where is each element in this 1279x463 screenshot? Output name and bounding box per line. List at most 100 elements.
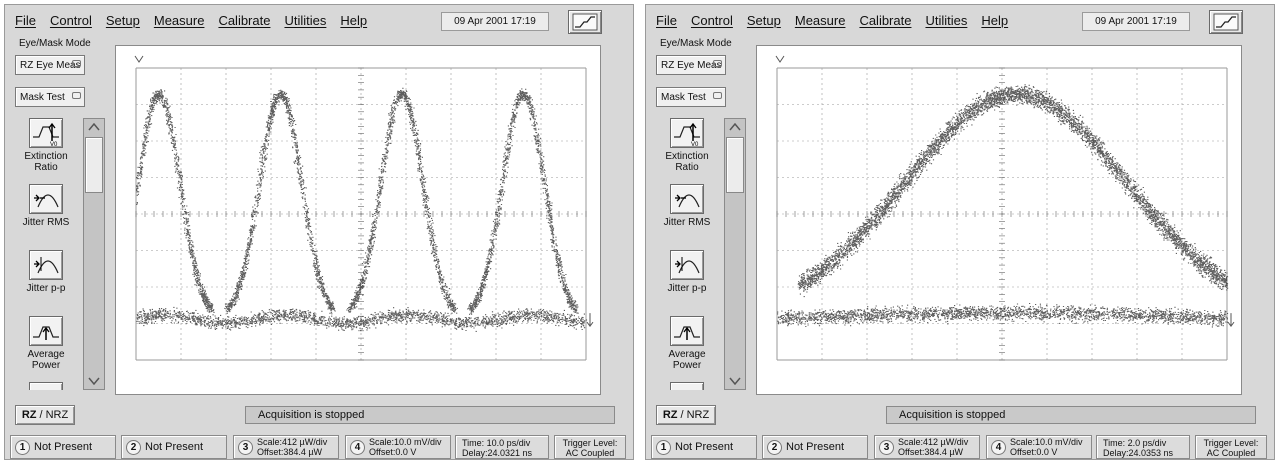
average-power-icon xyxy=(670,316,704,346)
ground-marker-icon xyxy=(1227,313,1235,327)
partial-tool-glyph xyxy=(30,383,62,390)
channel-2-box[interactable]: 2 Not Present xyxy=(762,435,868,459)
extinction-ratio-button[interactable]: V0 Extinction Ratio xyxy=(656,118,718,184)
rz-nrz-toggle[interactable]: RZ / NRZ xyxy=(15,405,75,425)
channel-1-box[interactable]: 1 Not Present xyxy=(651,435,757,459)
tool-label: Average Power xyxy=(27,349,65,371)
partial-tool-icon xyxy=(670,382,704,390)
date-time-display: 09 Apr 2001 17:19 xyxy=(441,12,549,31)
channel-number-icon: 4 xyxy=(991,439,1006,455)
eye-trace-samples xyxy=(777,84,1229,328)
trigger-marker-icon xyxy=(775,55,785,63)
menu-calibrate[interactable]: Calibrate xyxy=(218,12,271,28)
channel-3-scale: Scale:412 µW/div xyxy=(898,437,969,447)
channel-4-scale: Scale:10.0 mV/div xyxy=(1010,437,1083,447)
channel-number-icon: 1 xyxy=(656,439,671,455)
timebase-box[interactable]: Time: 2.0 ps/div Delay:24.0353 ns xyxy=(1096,435,1190,459)
extinction-ratio-button[interactable]: V0 Extinction Ratio xyxy=(15,118,77,184)
menu-file[interactable]: File xyxy=(15,12,36,28)
scope-waveform-button[interactable] xyxy=(1209,10,1243,34)
menu-help[interactable]: Help xyxy=(981,12,1009,28)
menu-measure[interactable]: Measure xyxy=(794,12,846,28)
menu-calibrate[interactable]: Calibrate xyxy=(859,12,912,28)
menu-bar: File Control Setup Measure Calibrate Uti… xyxy=(646,5,1274,35)
channel-1-status: Not Present xyxy=(675,441,734,453)
scroll-up-arrow-icon[interactable] xyxy=(85,120,103,134)
menu-file[interactable]: File xyxy=(656,12,677,28)
timebase-box[interactable]: Time: 10.0 ps/div Delay:24.0321 ns xyxy=(455,435,549,459)
timebase-delay: Delay:24.0321 ns xyxy=(462,448,533,458)
channel-3-scale: Scale:412 µW/div xyxy=(257,437,328,447)
menu-utilities[interactable]: Utilities xyxy=(925,12,968,28)
toolbar-scrollbar[interactable] xyxy=(724,118,746,390)
menu-control[interactable]: Control xyxy=(690,12,733,28)
scroll-thumb[interactable] xyxy=(726,137,744,193)
menu-help[interactable]: Help xyxy=(340,12,368,28)
channel-number-icon: 3 xyxy=(238,439,253,455)
average-power-button[interactable]: Average Power xyxy=(15,316,77,382)
channel-4-box[interactable]: 4 Scale:10.0 mV/div Offset:0.0 V xyxy=(345,435,451,459)
menu-measure[interactable]: Measure xyxy=(153,12,205,28)
jitter-rms-button[interactable]: Jitter RMS xyxy=(656,184,718,250)
mask-test-select[interactable]: Mask Test xyxy=(656,87,726,107)
tool-label: Jitter RMS xyxy=(22,217,70,228)
measurement-select[interactable]: RZ Eye Meas xyxy=(15,55,85,75)
tool-label: Jitter p-p xyxy=(667,283,707,294)
partial-tool-icon xyxy=(29,382,63,390)
trigger-box[interactable]: Trigger Level: AC Coupled xyxy=(1195,435,1267,459)
jitter-pp-icon xyxy=(670,250,704,280)
trigger-level-label: Trigger Level: xyxy=(562,438,618,448)
channel-4-offset: Offset:0.0 V xyxy=(369,447,417,457)
measurement-select[interactable]: RZ Eye Meas xyxy=(656,55,726,75)
mask-test-select[interactable]: Mask Test xyxy=(15,87,85,107)
channel-1-box[interactable]: 1 Not Present xyxy=(10,435,116,459)
toolbar-scrollbar[interactable] xyxy=(83,118,105,390)
rz-label: RZ xyxy=(662,409,678,421)
trigger-box[interactable]: Trigger Level: AC Coupled xyxy=(554,435,626,459)
jitter-rms-glyph xyxy=(675,194,700,208)
scroll-down-arrow-icon[interactable] xyxy=(726,374,744,388)
mode-label: Eye/Mask Mode xyxy=(19,38,91,49)
channel-1-status: Not Present xyxy=(34,441,93,453)
eye-diagram-plot xyxy=(775,55,1235,361)
jitter-pp-glyph xyxy=(675,257,700,274)
menu-setup[interactable]: Setup xyxy=(746,12,781,28)
tool-label: Jitter p-p xyxy=(26,283,66,294)
dropdown-icon xyxy=(713,92,722,99)
scope-waveform-button[interactable] xyxy=(568,10,602,34)
ground-marker-icon xyxy=(586,313,594,327)
channel-2-box[interactable]: 2 Not Present xyxy=(121,435,227,459)
extinction-ratio-icon: V0 xyxy=(670,118,704,148)
menu-control[interactable]: Control xyxy=(49,12,92,28)
extinction-ratio-icon: V0 xyxy=(29,118,63,148)
jitter-rms-button[interactable]: Jitter RMS xyxy=(15,184,77,250)
scroll-thumb[interactable] xyxy=(85,137,103,193)
rz-nrz-toggle[interactable]: RZ / NRZ xyxy=(656,405,716,425)
average-power-button[interactable]: Average Power xyxy=(656,316,718,382)
waveform-display[interactable] xyxy=(115,45,601,395)
jitter-pp-button[interactable]: Jitter p-p xyxy=(15,250,77,316)
menu-setup[interactable]: Setup xyxy=(105,12,140,28)
trigger-coupling: AC Coupled xyxy=(565,448,615,458)
channel-2-status: Not Present xyxy=(145,441,204,453)
scroll-up-arrow-icon[interactable] xyxy=(726,120,744,134)
channel-3-box[interactable]: 3 Scale:412 µW/div Offset:384.4 µW xyxy=(874,435,980,459)
svg-text:V0: V0 xyxy=(691,142,699,147)
channel-3-box[interactable]: 3 Scale:412 µW/div Offset:384.4 µW xyxy=(233,435,339,459)
more-tools-button[interactable] xyxy=(15,382,77,390)
channel-number-icon: 1 xyxy=(15,439,30,455)
partial-tool-glyph xyxy=(671,383,703,390)
channel-4-box[interactable]: 4 Scale:10.0 mV/div Offset:0.0 V xyxy=(986,435,1092,459)
status-bar: Acquisition is stopped xyxy=(245,406,615,424)
menu-utilities[interactable]: Utilities xyxy=(284,12,327,28)
average-power-glyph xyxy=(33,326,59,340)
menu-bar: File Control Setup Measure Calibrate Uti… xyxy=(5,5,633,35)
jitter-pp-button[interactable]: Jitter p-p xyxy=(656,250,718,316)
more-tools-button[interactable] xyxy=(656,382,718,390)
scroll-down-arrow-icon[interactable] xyxy=(85,374,103,388)
waveform-display[interactable] xyxy=(756,45,1242,395)
extinction-ratio-glyph: V0 xyxy=(33,122,59,148)
eye-diagram-plot xyxy=(134,55,594,361)
waveform-icon xyxy=(572,13,598,31)
channel-3-offset: Offset:384.4 µW xyxy=(257,447,323,457)
